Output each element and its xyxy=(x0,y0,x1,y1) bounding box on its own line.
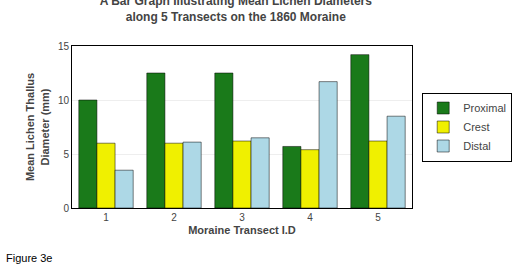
svg-text:Mean Lichen ThallusDiameter (m: Mean Lichen ThallusDiameter (mm) xyxy=(24,73,50,181)
svg-text:0: 0 xyxy=(63,203,69,214)
svg-text:Figure 3e: Figure 3e xyxy=(6,252,52,264)
svg-text:1: 1 xyxy=(103,212,109,223)
svg-text:Proximal: Proximal xyxy=(463,102,506,114)
svg-text:Distal: Distal xyxy=(463,140,491,152)
svg-text:Crest: Crest xyxy=(463,121,489,133)
svg-text:10: 10 xyxy=(58,95,70,106)
svg-text:15: 15 xyxy=(58,41,70,52)
svg-text:2: 2 xyxy=(171,212,177,223)
svg-text:4: 4 xyxy=(307,212,313,223)
svg-text:5: 5 xyxy=(375,212,381,223)
svg-text:Moraine Transect I.D: Moraine Transect I.D xyxy=(188,224,296,236)
svg-text:A Bar Graph Illustrating Mean: A Bar Graph Illustrating Mean Lichen Dia… xyxy=(100,0,373,24)
svg-text:3: 3 xyxy=(239,212,245,223)
svg-text:5: 5 xyxy=(63,149,69,160)
